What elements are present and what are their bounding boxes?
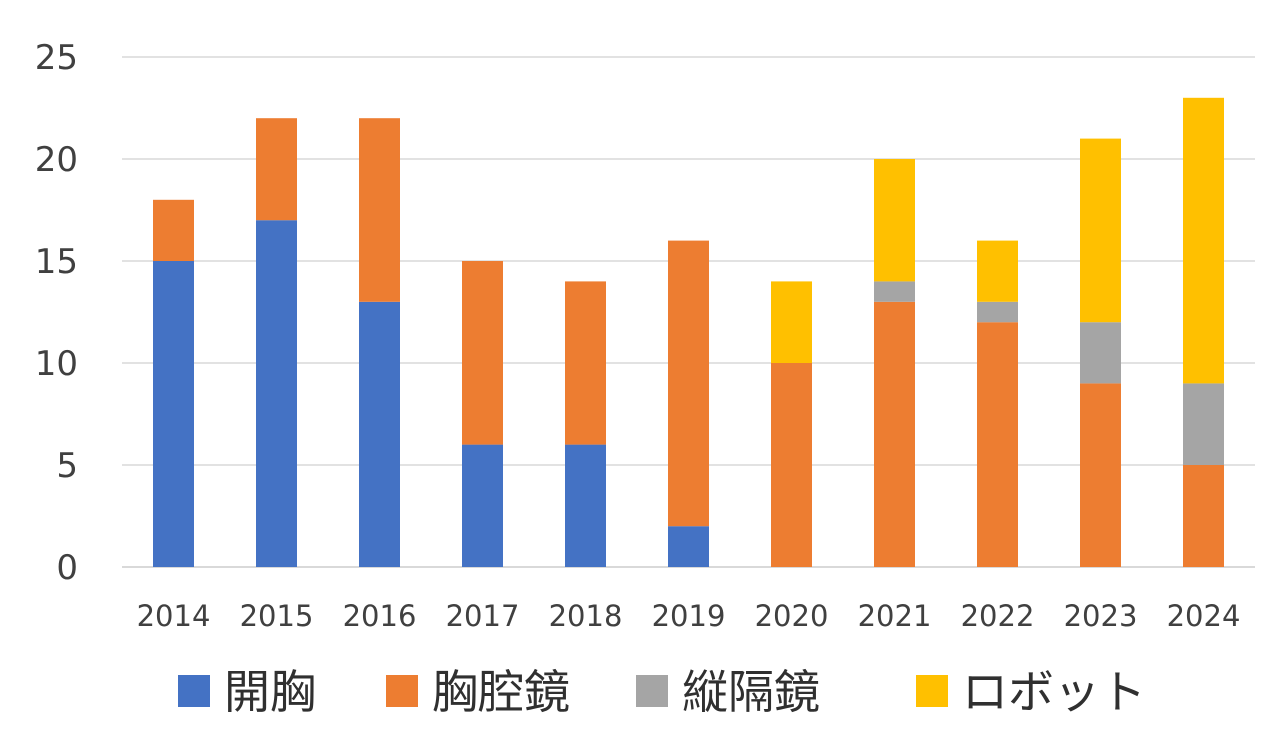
bar-segment-2018-series-1 xyxy=(565,281,606,445)
bars xyxy=(153,97,1224,567)
x-tick-label: 2021 xyxy=(858,599,932,633)
bar-segment-2020-series-3 xyxy=(771,281,812,363)
x-tick-label: 2018 xyxy=(549,599,623,633)
y-tick-label: 20 xyxy=(35,140,78,180)
bar-segment-2021-series-1 xyxy=(874,301,915,567)
x-tick-label: 2024 xyxy=(1167,599,1241,633)
bar-segment-2017-series-0 xyxy=(462,444,503,567)
bar-segment-2014-series-1 xyxy=(153,199,194,261)
bar-segment-2024-series-3 xyxy=(1183,97,1224,384)
legend-label: 胸腔鏡 xyxy=(432,665,570,719)
bar-segment-2020-series-1 xyxy=(771,363,812,567)
legend-swatch xyxy=(916,675,948,707)
y-tick-label: 10 xyxy=(35,344,78,384)
x-tick-label: 2017 xyxy=(446,599,520,633)
bar-segment-2015-series-1 xyxy=(256,118,297,221)
x-tick-label: 2022 xyxy=(961,599,1035,633)
x-tick-label: 2015 xyxy=(240,599,314,633)
bar-segment-2023-series-1 xyxy=(1080,383,1121,567)
bar-segment-2014-series-0 xyxy=(153,261,194,567)
x-axis-tick-labels: 2014 2015 2016 2017 2018 2019 2020 2021 2022 2023… xyxy=(137,599,1241,633)
bar-segment-2016-series-0 xyxy=(359,301,400,567)
bar-segment-2015-series-0 xyxy=(256,220,297,567)
x-tick-label: 2014 xyxy=(137,599,211,633)
bar-segment-2019-series-0 xyxy=(668,526,709,567)
x-tick-label: 2023 xyxy=(1064,599,1138,633)
bar-segment-2024-series-1 xyxy=(1183,465,1224,567)
bar-segment-2021-series-2 xyxy=(874,281,915,302)
bar-segment-2021-series-3 xyxy=(874,159,915,282)
legend-label: 開胸 xyxy=(224,665,316,719)
x-tick-label: 2020 xyxy=(755,599,829,633)
bar-segment-2023-series-3 xyxy=(1080,138,1121,323)
y-tick-label: 25 xyxy=(35,38,78,78)
bar-segment-2022-series-2 xyxy=(977,301,1018,323)
bar-segment-2023-series-2 xyxy=(1080,322,1121,384)
legend: 開胸 胸腔鏡 縦隔鏡 ロボット xyxy=(178,665,1146,719)
x-tick-label: 2016 xyxy=(343,599,417,633)
legend-label: 縦隔鏡 xyxy=(682,665,820,719)
x-tick-label: 2019 xyxy=(652,599,726,633)
bar-segment-2022-series-1 xyxy=(977,322,1018,567)
y-tick-label: 5 xyxy=(56,446,78,486)
bar-segment-2017-series-1 xyxy=(462,261,503,445)
bar-segment-2018-series-0 xyxy=(565,444,606,567)
bar-segment-2019-series-1 xyxy=(668,240,709,527)
legend-swatch xyxy=(178,675,210,707)
legend-swatch xyxy=(636,675,668,707)
bar-segment-2016-series-1 xyxy=(359,118,400,302)
bar-segment-2022-series-3 xyxy=(977,240,1018,302)
legend-label: ロボット xyxy=(962,665,1146,719)
y-tick-label: 0 xyxy=(56,548,78,588)
y-tick-label: 15 xyxy=(35,242,78,282)
bar-segment-2024-series-2 xyxy=(1183,383,1224,465)
legend-swatch xyxy=(386,675,418,707)
y-axis-tick-labels: 0 5 10 15 20 25 xyxy=(35,38,78,588)
